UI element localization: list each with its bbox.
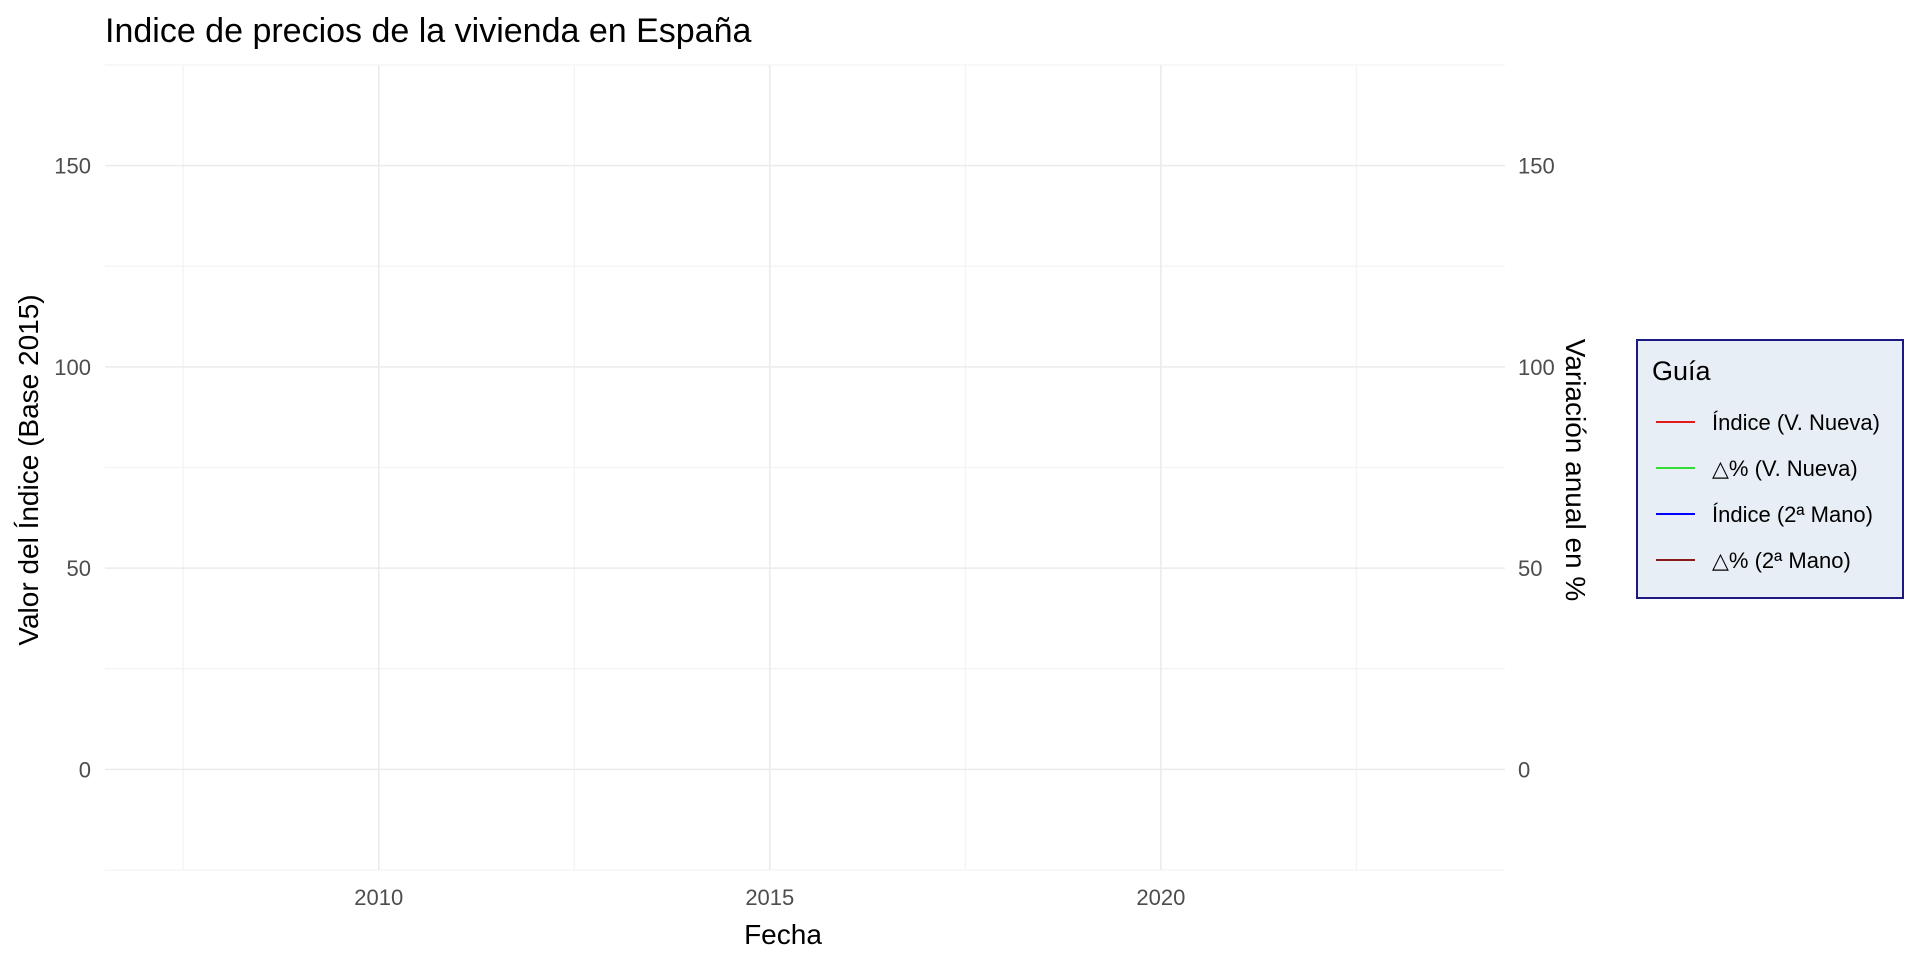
y-tick-label-right: 100 (1518, 355, 1555, 380)
x-tick-label: 2010 (354, 885, 403, 910)
legend-entry: △% (V. Nueva) (1656, 456, 1858, 481)
legend-label: △% (2ª Mano) (1712, 548, 1851, 573)
y-tick-label-left: 150 (54, 154, 91, 179)
major-gridlines-y (105, 164, 1505, 771)
legend-label: Índice (2ª Mano) (1712, 502, 1873, 527)
legend-title: Guía (1652, 356, 1712, 386)
major-gridlines-x (377, 65, 1162, 870)
x-tick-label: 2020 (1136, 885, 1185, 910)
minor-gridlines-x (182, 65, 1357, 870)
y-tick-label-left: 50 (67, 556, 91, 581)
minor-gridlines-y (105, 64, 1505, 871)
y-tick-label-left: 100 (54, 355, 91, 380)
y-tick-label-right: 150 (1518, 154, 1555, 179)
y-axis-left-title: Valor del Índice (Base 2015) (13, 294, 44, 645)
y-axis-left-ticks: 0 50 100 150 (54, 154, 91, 783)
legend-entry: Índice (2ª Mano) (1656, 502, 1873, 527)
y-tick-label-left: 0 (79, 757, 91, 782)
y-tick-label-right: 50 (1518, 556, 1542, 581)
legend-label: Índice (V. Nueva) (1712, 410, 1880, 435)
legend-entry: Índice (V. Nueva) (1656, 410, 1880, 435)
chart-title: Indice de precios de la vivienda en Espa… (105, 12, 752, 50)
legend: Guía Índice (V. Nueva)△% (V. Nueva)Índic… (1636, 339, 1904, 599)
x-axis-title: Fecha (744, 919, 822, 950)
legend-label: △% (V. Nueva) (1712, 456, 1858, 481)
legend-entry: △% (2ª Mano) (1656, 548, 1851, 573)
x-axis-ticks: 2010 2015 2020 (354, 885, 1185, 910)
legend-entries: Índice (V. Nueva) △% (V. Nueva) Índice (2ª… (1656, 410, 1880, 573)
y-tick-label-right: 0 (1518, 757, 1530, 782)
y-axis-right-title: Variación anual en % (1560, 339, 1591, 602)
x-tick-label: 2015 (745, 885, 794, 910)
y-axis-right-ticks: 0 50 100 150 (1518, 154, 1555, 783)
